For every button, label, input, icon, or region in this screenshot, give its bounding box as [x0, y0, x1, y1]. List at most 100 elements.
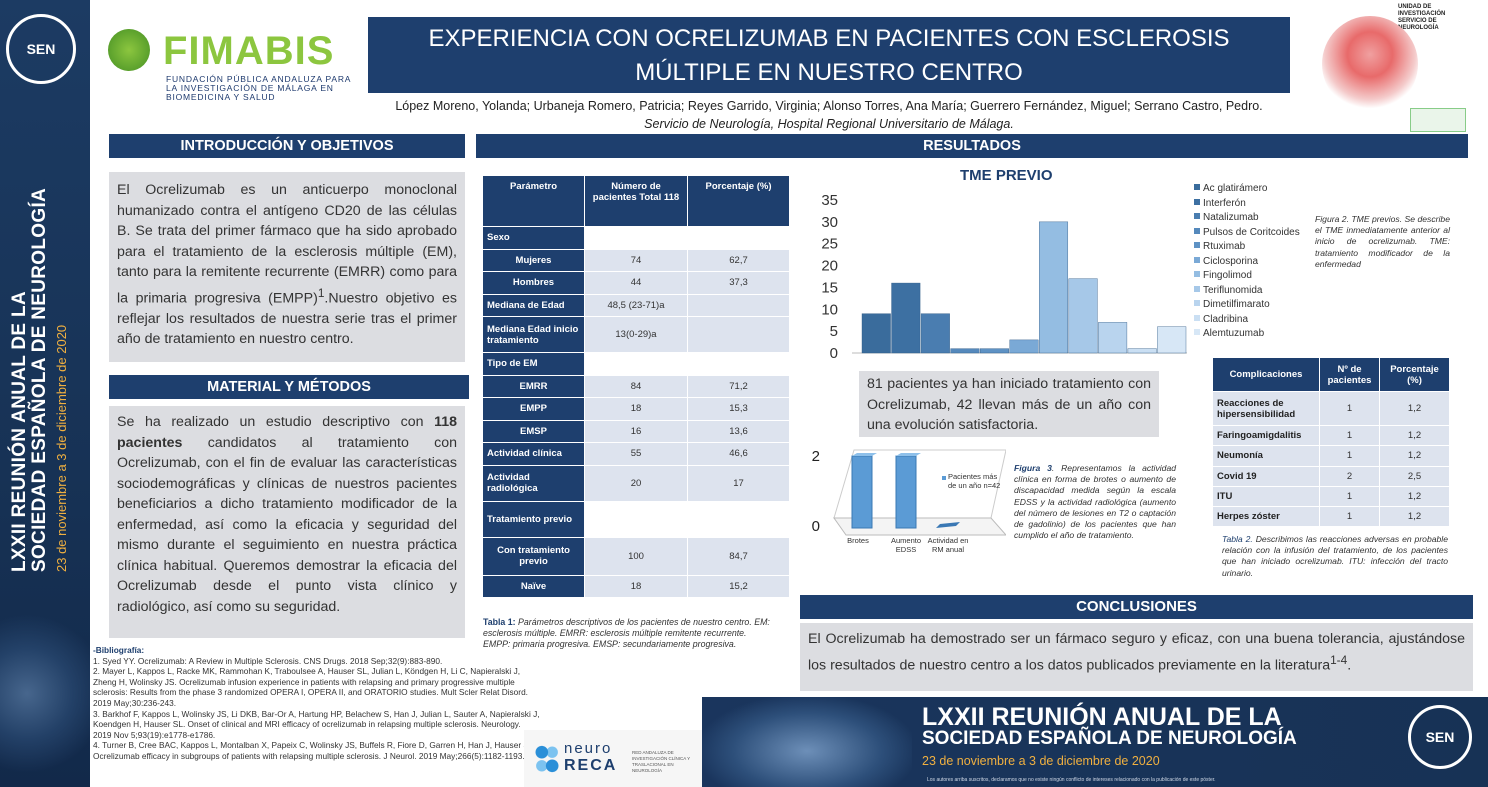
table-cell-label: Tratamiento previo: [482, 500, 585, 538]
methods-heading: MATERIAL Y MÉTODOS: [109, 375, 469, 399]
poster-title: EXPERIENCIA CON OCRELIZUMAB EN PACIENTES…: [368, 17, 1290, 93]
bar: [950, 348, 980, 354]
table-cell: 48,5 (23-71)a: [584, 293, 688, 317]
table-cell: 1: [1319, 485, 1380, 508]
bibliography: -Bibliografía: 1. Syed YY. Ocrelizumab: …: [93, 645, 541, 762]
table-header: Parámetro: [482, 175, 585, 227]
table-cell-label: Mediana Edad inicio tratamiento: [482, 316, 585, 353]
legend-item: Teriflunomida: [1194, 284, 1300, 299]
table-cell-label: EMSP: [482, 419, 585, 443]
legend-swatch: [1194, 329, 1200, 335]
legend-swatch: [1194, 227, 1200, 234]
y-tick-label: 35: [821, 192, 838, 209]
table-cell: 84,7: [687, 536, 790, 576]
table-cell: 1: [1319, 391, 1380, 426]
chart1-title: TME PREVIO: [960, 167, 1053, 184]
bar: [891, 282, 921, 354]
table-cell-label: Mujeres: [482, 248, 585, 272]
banner-disclaimer: Los autores arriba suscritos, declaramos…: [927, 777, 1216, 783]
table-cell-label: EMRR: [482, 374, 585, 398]
neuroreca-logo: neuro RECA RED ANDALUZA DE INVESTIGACIÓN …: [524, 730, 702, 787]
category-label: Brotes: [847, 536, 869, 545]
table-cell: 44: [584, 271, 688, 295]
y-tick-label: 10: [821, 301, 838, 318]
table-cell: 100: [584, 536, 688, 576]
legend-item: Natalizumab: [1194, 211, 1300, 226]
table-cell: 16: [584, 419, 688, 443]
legend-swatch: [1194, 198, 1200, 205]
x-tick-label: Aumento EDSS: [891, 536, 921, 554]
legend-swatch: [1194, 256, 1200, 263]
table-cell: 2,5: [1379, 465, 1450, 487]
legend-label: Teriflunomida: [1203, 284, 1263, 296]
table-cell: 13,6: [687, 419, 790, 443]
table-cell: [687, 226, 790, 250]
bottom-banner: LXXII REUNIÓN ANUAL DE LA SOCIEDAD ESPAÑ…: [702, 697, 1488, 787]
table-row: ITU 1 1,2: [1212, 485, 1450, 508]
side-banner: SEN LXXII REUNIÓN ANUAL DE LA SOCIEDAD E…: [0, 0, 90, 787]
table-cell: [584, 226, 688, 250]
legend-label: Dimetilfimarato: [1203, 299, 1270, 310]
table-row: EMSP 16 13,6: [482, 419, 790, 443]
table-header: Porcentaje (%): [1379, 357, 1450, 392]
table-cell: 84: [584, 374, 688, 398]
legend-swatch: [1194, 271, 1200, 277]
results-heading: RESULTADOS: [476, 134, 1468, 158]
table-row: Mediana Edad inicio tratamiento 13(0-29)a: [482, 316, 790, 353]
authors: López Moreno, Yolanda; Urbaneja Romero, …: [395, 99, 1263, 113]
table-cell: 13(0-29)a: [584, 316, 688, 353]
bar: [1157, 326, 1187, 354]
table-cell: 55: [584, 442, 688, 466]
table-cell: 20: [584, 464, 688, 502]
legend-label: Interferón: [1203, 197, 1246, 209]
neuroreca-name-a: neuro: [564, 740, 613, 757]
neuroreca-name-b: RECA: [564, 757, 618, 774]
fimabis-name: FIMABIS: [163, 29, 335, 73]
table-cell: [584, 352, 688, 376]
table-row: EMRR 84 71,2: [482, 374, 790, 398]
legend-item: Cladribina: [1194, 313, 1300, 328]
chart-tme-previo: 35 30 25 20 15 10 5 0: [821, 192, 1187, 362]
table-cell-label: Neumonía: [1212, 445, 1320, 467]
table-header: Complicaciones: [1212, 357, 1320, 392]
table-cell-label: Hombres: [482, 271, 585, 295]
legend-label: Ac glatirámero: [1203, 183, 1268, 194]
conclusions-heading: CONCLUSIONES: [800, 595, 1473, 619]
banner-date: 23 de noviembre a 3 de diciembre de 2020: [922, 754, 1160, 768]
results-summary: 81 pacientes ya han iniciado tratamiento…: [859, 371, 1159, 437]
table-header: Porcentaje (%): [687, 175, 790, 227]
legend-label: Rtuximab: [1203, 241, 1246, 252]
legend-swatch: [942, 476, 946, 480]
chart-floor: [833, 517, 1006, 536]
bar-top: [852, 453, 877, 456]
table-cell: 62,7: [687, 248, 790, 272]
table-cell: 37,3: [687, 271, 790, 295]
table-cell: 1: [1319, 424, 1380, 447]
table-row: Tratamiento previo: [482, 500, 790, 538]
research-unit-name: UNIDAD DE INVESTIGACIÓN SERVICIO DE NEUR…: [1398, 4, 1446, 31]
bar: [861, 313, 891, 354]
legend-label: Alemtuzumab: [1203, 328, 1265, 339]
table-cell-label: Tipo de EM: [482, 352, 585, 376]
table-cell-label: Naïve: [482, 574, 585, 598]
legend-item: Ciclosporina: [1194, 255, 1300, 270]
authors-block: López Moreno, Yolanda; Urbaneja Romero, …: [368, 97, 1290, 133]
table-cell-label: Con tratamiento previo: [482, 536, 585, 576]
table-cell: 1,2: [1379, 445, 1450, 467]
sen-logo: SEN: [1408, 705, 1472, 769]
table-cell-label: Reacciones de hipersensibilidad: [1212, 391, 1320, 426]
network-icon: [534, 742, 560, 776]
table-row: Herpes zóster 1 1,2: [1212, 506, 1450, 528]
category-label: Actividad en RM anual: [927, 536, 969, 554]
bar: [851, 455, 873, 529]
bar: [1068, 278, 1098, 354]
table-cell-label: Herpes zóster: [1212, 506, 1320, 528]
table-cell: 1: [1319, 506, 1380, 528]
bar: [1127, 348, 1157, 354]
y-tick-label: 2: [812, 448, 820, 465]
table-row: Faringoamigdalitis 1 1,2: [1212, 424, 1450, 447]
table-cell: 1,2: [1379, 485, 1450, 508]
table-cell: 1,2: [1379, 424, 1450, 447]
bar: [1098, 322, 1128, 354]
bib-item: 2. Mayer L, Kappos L, Racke MK, Rammohan…: [93, 666, 528, 708]
